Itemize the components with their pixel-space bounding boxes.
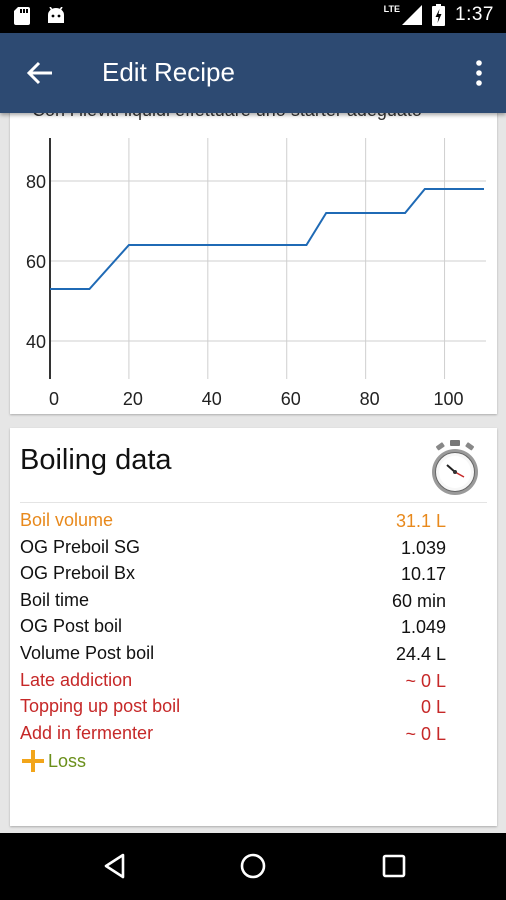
boiling-row-label: OG Post boil [20, 616, 123, 637]
boiling-row-label: Late addiction [20, 669, 133, 690]
boiling-row[interactable]: OG Preboil Bx 10.17 [20, 561, 490, 588]
boiling-row[interactable]: Add in fermenter ~ 0 L [20, 721, 490, 748]
x-tick-label: 40 [202, 389, 222, 409]
signal-icon [402, 5, 423, 25]
page-title: Edit Recipe [102, 57, 235, 87]
android-icon [48, 7, 64, 23]
navigation-bar [0, 833, 506, 900]
triangle-back-icon[interactable] [100, 851, 130, 881]
boiling-row-value: 1.039 [400, 537, 446, 558]
status-bar: LTE 1:37 [0, 0, 506, 33]
x-tick-label: 0 [49, 389, 59, 409]
add-loss-label: Loss [48, 750, 87, 771]
boiling-row[interactable]: OG Preboil SG 1.039 [20, 535, 490, 562]
x-tick-label: 20 [123, 389, 143, 409]
boiling-row-value: 0 L [420, 697, 446, 718]
battery-charging-icon [432, 4, 446, 26]
section-title: Boiling data [20, 444, 172, 476]
boiling-row[interactable]: Late addiction ~ 0 L [20, 668, 490, 695]
boiling-row-value: 60 min [391, 590, 446, 611]
boiling-row-label: Volume Post boil [20, 642, 155, 663]
boiling-row-label: Boil time [20, 589, 90, 610]
boiling-row[interactable]: Boil volume 31.1 L [20, 508, 490, 535]
y-tick-label: 40 [26, 332, 46, 352]
network-type: LTE [383, 4, 401, 14]
clock: 1:37 [455, 4, 494, 25]
boiling-row-value: ~ 0 L [405, 670, 446, 691]
boiling-row-value: ~ 0 L [405, 723, 446, 744]
boiling-row-value: 10.17 [400, 564, 446, 585]
boiling-row-label: Boil volume [20, 510, 114, 530]
boiling-row[interactable]: Volume Post boil 24.4 L [20, 641, 490, 668]
boiling-row[interactable]: Boil time 60 min [20, 588, 490, 615]
boiling-row-label: Add in fermenter [20, 722, 154, 743]
x-tick-label: 60 [281, 389, 301, 409]
divider [20, 502, 487, 503]
boiling-row-label: OG Preboil SG [20, 536, 141, 557]
circle-home-icon[interactable] [238, 851, 268, 881]
arrow-left-icon[interactable] [26, 59, 54, 87]
plus-icon [22, 750, 44, 772]
boiling-row[interactable]: OG Post boil 1.049 [20, 614, 490, 641]
boiling-data-list: Boil volume 31.1 L OG Preboil SG 1.039 OG Pr… [20, 508, 490, 747]
y-tick-label: 80 [26, 172, 46, 192]
boiling-row-label: Topping up post boil [20, 696, 181, 717]
x-tick-label: 100 [434, 389, 464, 409]
square-recents-icon[interactable] [379, 851, 409, 881]
temperature-chart: 0 20 40 60 80 100 40 60 80 [26, 138, 486, 409]
app-bar: Edit Recipe [0, 33, 506, 113]
add-loss-button[interactable]: Loss [20, 748, 86, 774]
more-vertical-icon[interactable] [474, 59, 484, 87]
stopwatch-icon[interactable] [428, 438, 482, 498]
boiling-row-label: OG Preboil Bx [20, 563, 136, 584]
boiling-row-value: 1.049 [400, 617, 446, 638]
y-tick-label: 60 [26, 252, 46, 272]
boiling-data-card: Boiling data Boil volume 31.1 L OG Preboil… [10, 428, 497, 826]
temperature-series-line [50, 188, 484, 290]
sd-card-icon [14, 7, 30, 25]
x-tick-label: 80 [360, 389, 380, 409]
boiling-row[interactable]: Topping up post boil 0 L [20, 694, 490, 721]
boiling-row-value: 31.1 L [395, 511, 446, 531]
fermentation-chart-card: Con i lieviti liquidi effettuare uno sta… [10, 100, 497, 414]
boiling-row-value: 24.4 L [395, 643, 446, 664]
